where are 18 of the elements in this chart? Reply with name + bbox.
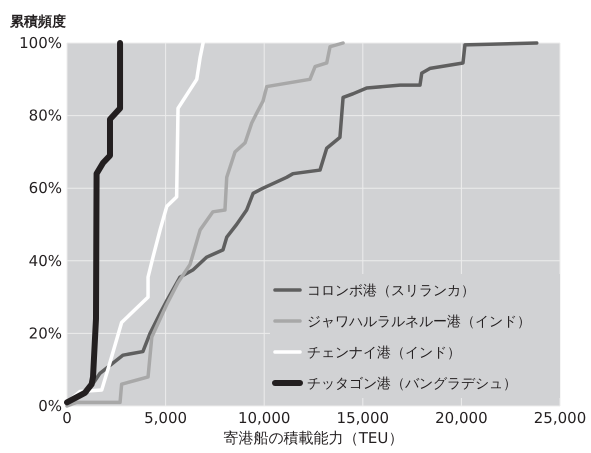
y-tick-label: 20%: [28, 324, 62, 342]
y-axis-title: 累積頻度: [9, 13, 66, 30]
y-tick-label: 100%: [19, 34, 62, 52]
legend-label: チッタゴン港（バングラデシュ）: [307, 376, 517, 392]
y-tick-label: 80%: [28, 106, 62, 125]
y-tick-label: 40%: [28, 252, 62, 270]
x-axis-title: 寄港船の積載能力（TEU）: [224, 429, 404, 447]
legend-label: コロンボ港（スリランカ）: [307, 283, 475, 299]
x-tick-label: 25,000: [534, 409, 586, 427]
x-tick-label: 5,000: [144, 409, 188, 427]
x-tick-label: 0: [62, 409, 72, 427]
y-tick-label: 60%: [28, 179, 62, 198]
x-tick-label: 20,000: [435, 409, 488, 427]
legend-label: チェンナイ港（インド）: [307, 345, 461, 361]
x-tick-label: 15,000: [336, 409, 390, 427]
legend-label: ジャワハルラルネルー港（インド）: [307, 314, 531, 330]
y-tick-label: 0%: [38, 397, 62, 415]
x-tick-label: 10,000: [238, 409, 290, 427]
